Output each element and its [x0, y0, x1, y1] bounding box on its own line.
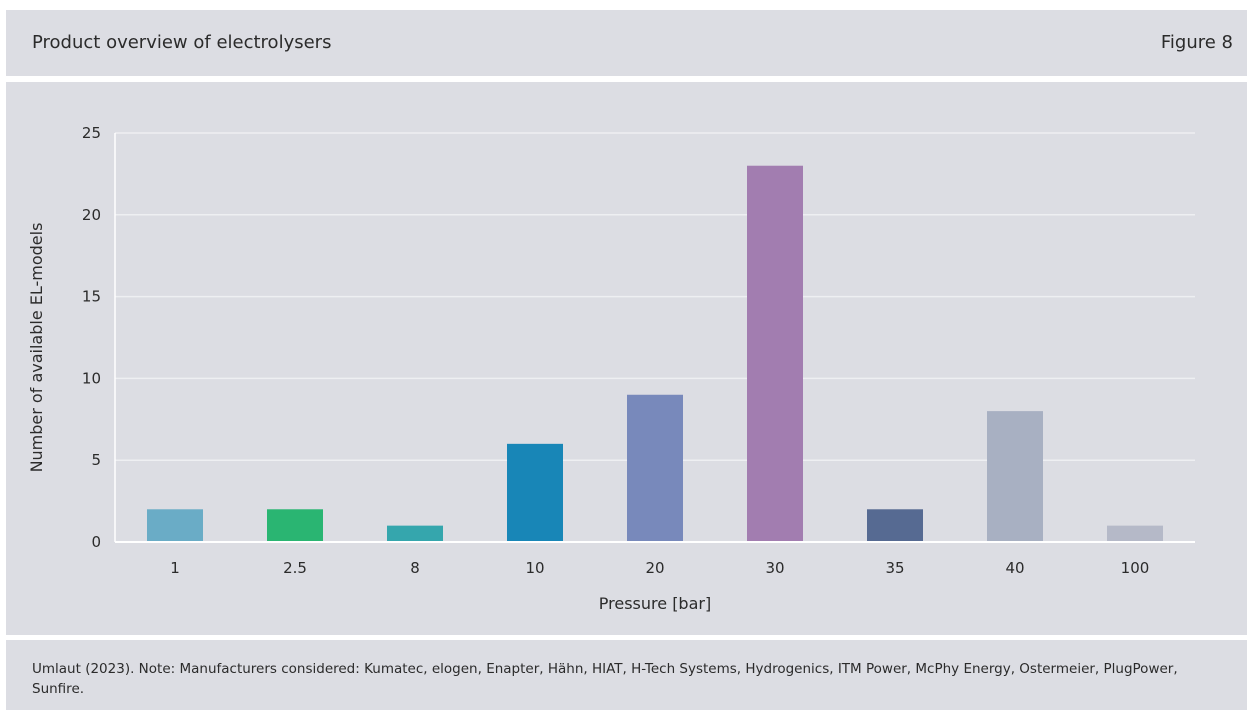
x-tick-label: 8: [410, 559, 420, 577]
x-tick-label: 20: [645, 559, 664, 577]
y-tick-label: 25: [82, 124, 101, 142]
y-tick-label: 5: [91, 451, 101, 469]
y-axis-title: Number of available EL-models: [27, 223, 46, 473]
y-tick-label: 15: [82, 288, 101, 306]
bar-2-5: [267, 509, 323, 542]
x-tick-label: 2.5: [283, 559, 307, 577]
source-note: Umlaut (2023). Note: Manufacturers consi…: [32, 661, 1178, 697]
x-tick-label: 10: [525, 559, 544, 577]
bar-40: [987, 411, 1043, 542]
bar-30: [747, 165, 803, 542]
x-tick-label: 35: [885, 559, 904, 577]
figure-title: Product overview of electrolysers: [32, 32, 332, 53]
figure-number: Figure 8: [1160, 32, 1233, 53]
y-tick-label: 20: [82, 206, 101, 224]
bar-35: [867, 509, 923, 542]
y-tick-label: 10: [82, 369, 101, 387]
bar-1: [147, 509, 203, 542]
figure-header: Product overview of electrolysers Figure…: [6, 10, 1247, 76]
chart-panel: 0 5 10 15 20 25 1 2.5 8 10 20 30 35 40 100 Number of a…: [6, 82, 1247, 635]
x-tick-label: 1: [170, 559, 180, 577]
bar-10: [507, 443, 563, 542]
bar-chart: 0 5 10 15 20 25 1 2.5 8 10 20 30 35 40 100 Number of a…: [27, 124, 1195, 613]
axes: [114, 133, 1195, 543]
figure-footer: Umlaut (2023). Note: Manufacturers consi…: [6, 640, 1247, 710]
bar-20: [627, 394, 683, 542]
x-tick-label: 100: [1121, 559, 1150, 577]
x-axis-title: Pressure [bar]: [599, 594, 711, 613]
bar-8: [387, 525, 443, 542]
bar-100: [1107, 525, 1163, 542]
x-tick-label: 40: [1005, 559, 1024, 577]
x-tick-label: 30: [765, 559, 784, 577]
bars: [147, 165, 1163, 542]
y-tick-label: 0: [91, 533, 101, 551]
tick-labels: 0 5 10 15 20 25 1 2.5 8 10 20 30 35 40 100: [82, 124, 1149, 577]
